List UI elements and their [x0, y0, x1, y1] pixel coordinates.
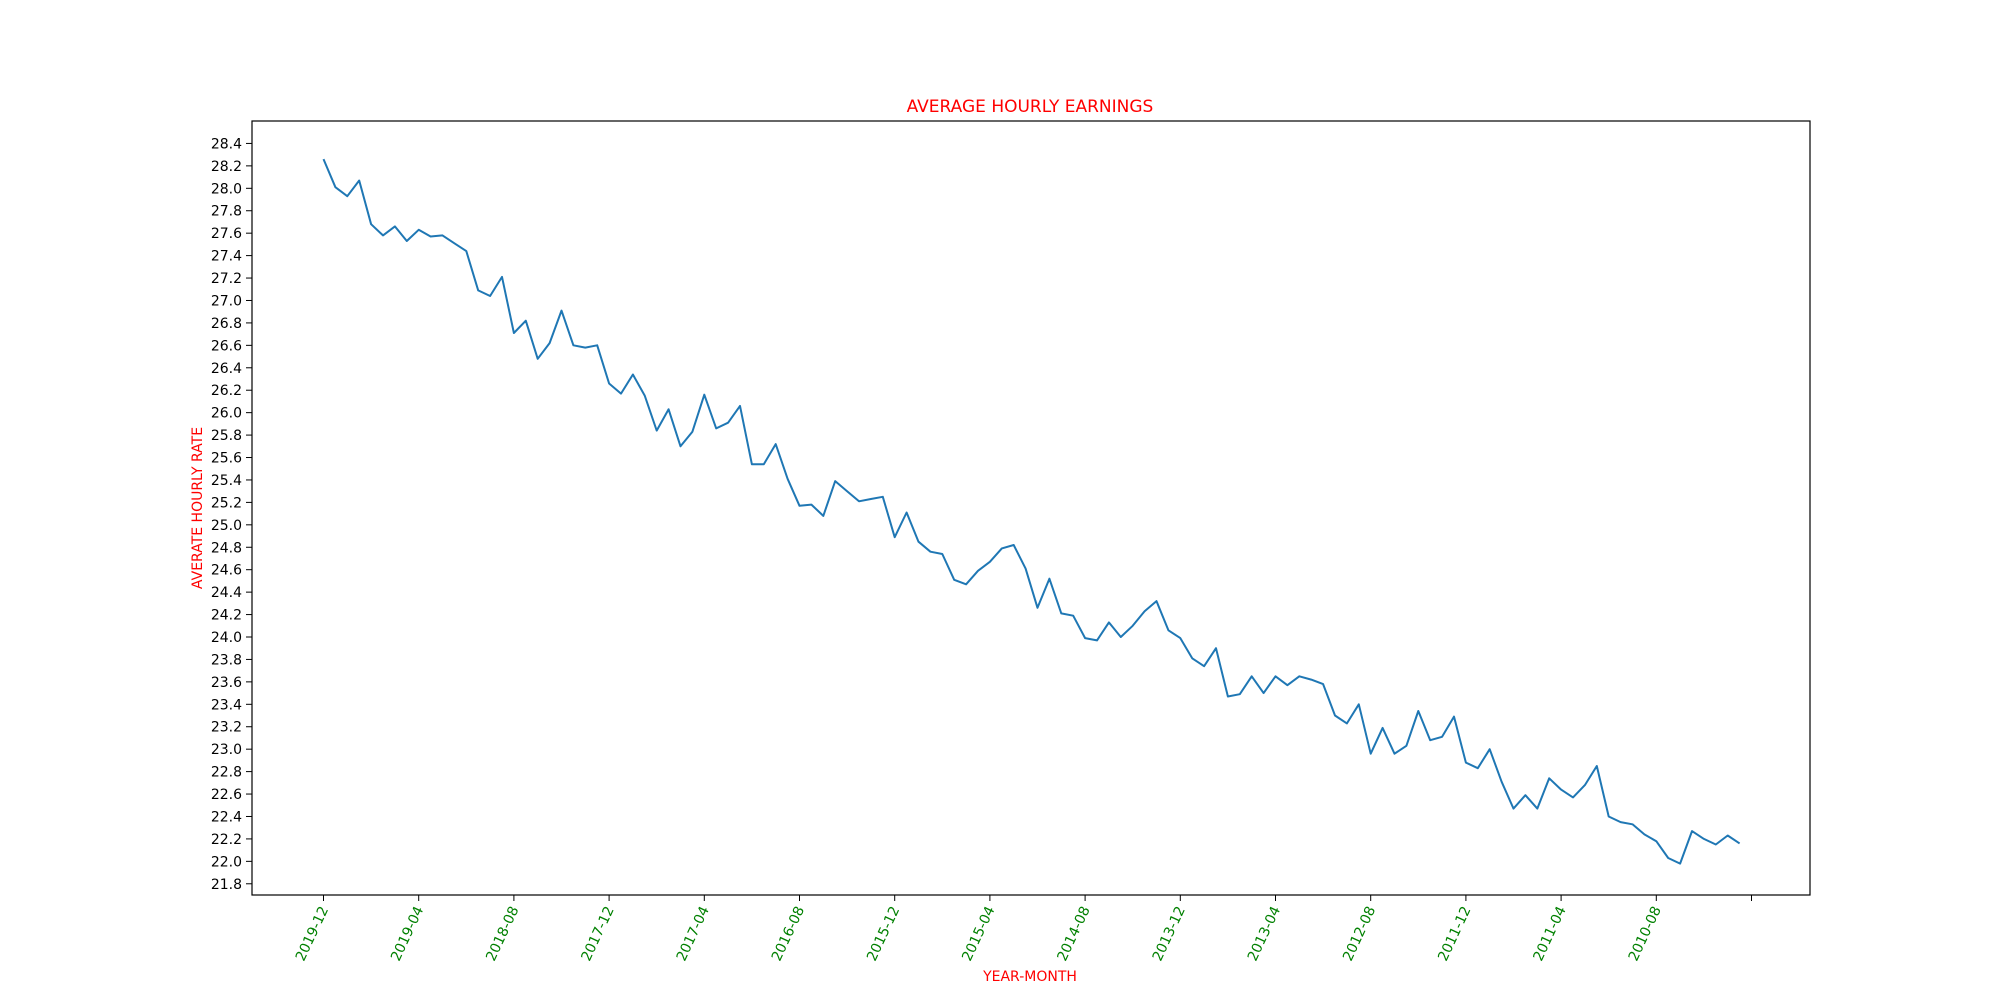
- x-tick-label: 2017-12: [579, 904, 618, 964]
- x-tick-label: 2015-04: [959, 904, 998, 964]
- x-tick-label: 2019-04: [388, 904, 427, 964]
- x-tick-label: 2016-08: [769, 904, 808, 964]
- y-tick-label: 24.0: [211, 630, 242, 646]
- y-tick-label: 22.4: [211, 809, 242, 825]
- y-tick-label: 25.4: [211, 473, 242, 489]
- y-tick-label: 22.6: [211, 787, 242, 803]
- x-tick-label: 2013-12: [1150, 904, 1189, 964]
- y-tick-label: 23.4: [211, 697, 242, 713]
- y-tick-label: 26.0: [211, 406, 242, 422]
- y-tick-label: 23.6: [211, 675, 242, 691]
- y-tick-label: 24.4: [211, 585, 242, 601]
- x-tick-label: 2018-08: [483, 904, 522, 964]
- y-tick-label: 28.0: [211, 181, 242, 197]
- y-tick-label: 22.0: [211, 854, 242, 870]
- x-tick-label: 2010-08: [1626, 904, 1665, 964]
- y-tick-label: 26.4: [211, 361, 242, 377]
- y-tick-label: 26.2: [211, 383, 242, 399]
- y-tick-label: 25.0: [211, 518, 242, 534]
- y-tick-label: 24.2: [211, 608, 242, 624]
- y-tick-label: 24.8: [211, 540, 242, 556]
- x-tick-label: 2019-12: [293, 904, 332, 964]
- y-tick-label: 21.8: [211, 877, 242, 893]
- x-axis-label: YEAR-MONTH: [982, 969, 1077, 985]
- y-tick-label: 26.6: [211, 338, 242, 354]
- y-tick-label: 27.2: [211, 271, 242, 287]
- x-tick-label: 2014-08: [1055, 904, 1094, 964]
- series-layer: [322, 158, 1741, 865]
- y-tick-label: 27.4: [211, 249, 242, 265]
- y-tick-label: 22.8: [211, 765, 242, 781]
- y-tick-label: 23.2: [211, 720, 242, 736]
- x-tick-label: 2013-04: [1245, 904, 1284, 964]
- series-line: [322, 158, 1741, 865]
- y-axis: 21.8 22.0 22.2 22.4 22.6 22.8 23.0 23.2 23.4 23.6…: [211, 136, 252, 893]
- y-tick-label: 27.0: [211, 293, 242, 309]
- y-tick-label: 22.2: [211, 832, 242, 848]
- y-tick-label: 26.8: [211, 316, 242, 332]
- x-tick-label: 2011-12: [1435, 904, 1474, 964]
- x-tick-label: 2015-12: [864, 904, 903, 964]
- y-tick-label: 25.2: [211, 495, 242, 511]
- y-tick-label: 23.0: [211, 742, 242, 758]
- y-tick-label: 27.8: [211, 204, 242, 220]
- y-axis-label: AVERATE HOURLY RATE: [190, 427, 206, 589]
- y-tick-label: 28.2: [211, 159, 242, 175]
- x-tick-label: 2011-04: [1531, 904, 1570, 964]
- y-tick-label: 28.4: [211, 136, 242, 152]
- y-tick-label: 24.6: [211, 563, 242, 579]
- chart-title: AVERAGE HOURLY EARNINGS: [907, 97, 1154, 117]
- y-tick-label: 25.8: [211, 428, 242, 444]
- x-tick-label: 2017-04: [674, 904, 713, 964]
- y-tick-label: 23.8: [211, 652, 242, 668]
- x-tick-label: 2012-08: [1340, 904, 1379, 964]
- x-axis: 2019-12 2019-04 2018-08 2017-12 2017-04 2016-…: [293, 895, 1752, 964]
- y-tick-label: 27.6: [211, 226, 242, 242]
- plot-area: [251, 120, 1811, 896]
- y-tick-label: 25.6: [211, 451, 242, 467]
